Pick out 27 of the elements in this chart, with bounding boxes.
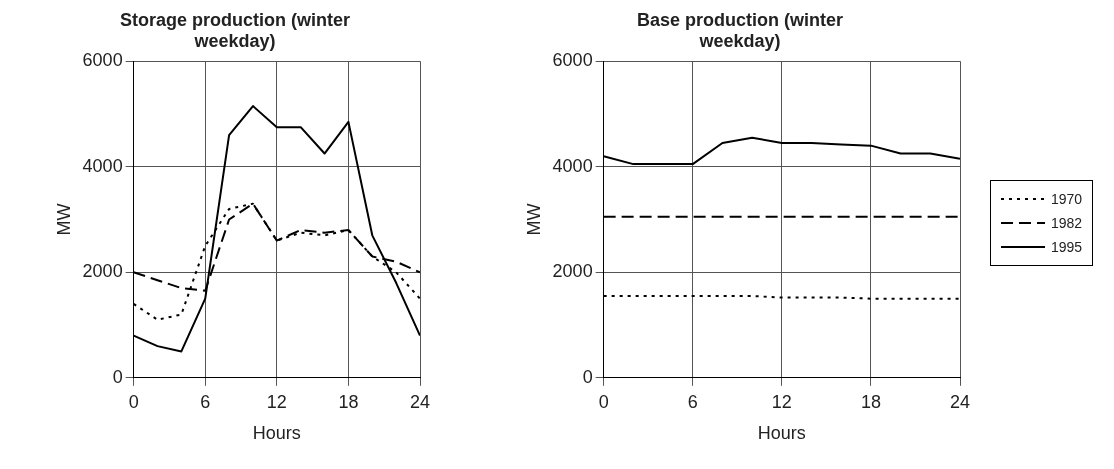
x-tick-label: 6: [200, 391, 211, 412]
x-tick-label: 24: [949, 391, 971, 412]
x-tick-label: 0: [128, 391, 139, 412]
y-tick-label: 4000: [552, 155, 593, 176]
y-tick-label: 0: [112, 366, 123, 387]
chart-title: Base production (winter weekday): [636, 9, 844, 52]
y-tick-label: 4000: [82, 155, 123, 176]
y-tick-label: 6000: [82, 50, 123, 71]
y-tick-label: 2000: [552, 261, 593, 282]
x-tick-label: 6: [687, 391, 698, 412]
x-tick-label: 18: [860, 391, 881, 412]
y-tick-label: 0: [582, 366, 593, 387]
x-tick-label: 12: [266, 391, 287, 412]
x-tick-label: 0: [598, 391, 609, 412]
x-axis-title: Hours: [757, 423, 806, 444]
x-tick-label: 12: [771, 391, 792, 412]
y-axis-title: MW: [523, 203, 544, 236]
y-tick-label: 2000: [82, 261, 123, 282]
legend-label: 1995: [1051, 239, 1083, 255]
x-axis-title: Hours: [252, 423, 301, 444]
y-axis-title: MW: [53, 203, 74, 236]
legend-label: 1970: [1051, 191, 1083, 207]
x-tick-label: 18: [338, 391, 359, 412]
x-tick-label: 24: [409, 391, 431, 412]
y-tick-label: 6000: [552, 50, 593, 71]
legend-label: 1982: [1051, 215, 1083, 231]
chart-title: Storage production (winter weekday): [119, 9, 351, 52]
